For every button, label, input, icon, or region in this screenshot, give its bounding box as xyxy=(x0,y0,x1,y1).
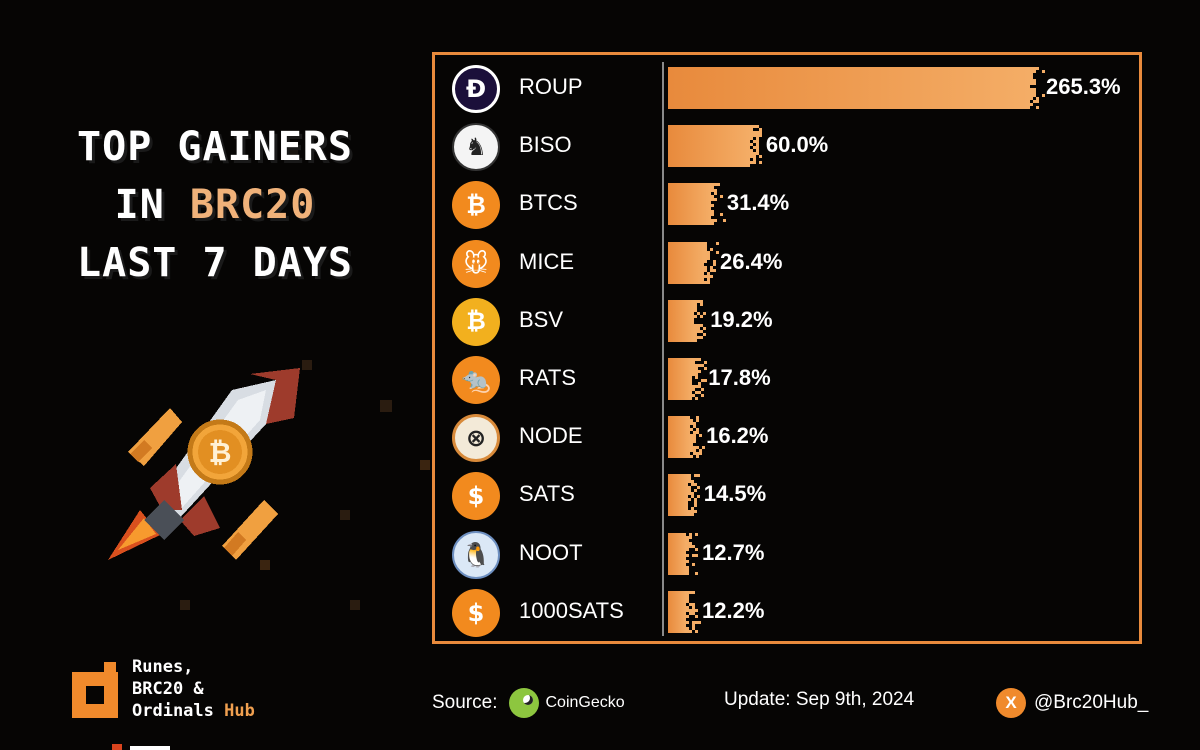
category-label: NOOT xyxy=(519,539,583,565)
bar xyxy=(668,125,750,168)
bar-pixel-edge xyxy=(690,416,706,459)
bar xyxy=(668,474,688,517)
bsv-icon: ₿ xyxy=(452,297,500,346)
bar-row: 🐧 NOOT 12.7% xyxy=(440,528,1140,580)
bar xyxy=(668,241,705,284)
bar-pixel-edge xyxy=(1030,67,1045,109)
chart-panel xyxy=(432,52,1142,644)
background-speck xyxy=(350,600,360,610)
handle-text: @Brc20Hub_ xyxy=(1034,692,1149,713)
data-label: 14.5% xyxy=(703,481,767,507)
background-speck xyxy=(302,360,312,370)
brand-logo-icon xyxy=(72,662,118,718)
bar-pixel-edge xyxy=(686,532,698,575)
background-speck xyxy=(380,400,392,412)
title-line-2-prefix: IN xyxy=(114,182,190,228)
bar-row: Ɖ ROUP 265.3% xyxy=(440,62,1140,114)
category-label: BISO xyxy=(519,132,572,158)
bar-row: $ SATS 14.5% xyxy=(440,469,1140,521)
source-credit: Source: CoinGecko xyxy=(432,688,625,718)
background-speck xyxy=(340,510,350,520)
category-label: 1000SATS xyxy=(519,597,624,623)
bar-row: 🐀 RATS 17.8% xyxy=(440,353,1140,405)
rocket-illustration: ₿ xyxy=(108,368,300,560)
biso-icon: ♞ xyxy=(452,123,500,172)
noot-icon: 🐧 xyxy=(452,530,500,579)
roup-icon: Ɖ xyxy=(452,65,500,113)
data-label: 12.7% xyxy=(702,539,765,565)
brand-line-2: BRC20 & xyxy=(132,679,204,699)
btcs-icon: ₿ xyxy=(452,181,500,230)
social-handle[interactable]: X @Brc20Hub_ xyxy=(996,688,1148,718)
data-label: 12.2% xyxy=(702,597,765,623)
source-name: CoinGecko xyxy=(545,694,625,711)
category-label: BSV xyxy=(519,306,564,332)
bar-row: ₿ BTCS 31.4% xyxy=(440,178,1140,230)
bar xyxy=(668,532,686,575)
title-line-3: LAST 7 DAYS xyxy=(77,240,353,286)
brand-line-3-accent: Hub xyxy=(224,701,255,721)
bar xyxy=(668,67,1030,109)
category-label: RATS xyxy=(519,365,577,390)
background-speck xyxy=(420,460,430,470)
update-date: Update: Sep 9th, 2024 xyxy=(724,689,915,710)
rats-icon: 🐀 xyxy=(452,356,500,404)
category-label: MICE xyxy=(519,248,574,274)
background-speck xyxy=(180,600,190,610)
data-label: 17.8% xyxy=(708,365,771,390)
brand-line-1: Runes, xyxy=(132,657,194,677)
x-logo-icon: X xyxy=(996,688,1026,718)
brand-cropped-logo xyxy=(112,744,170,750)
brand-line-3: Ordinals Hub xyxy=(132,700,255,722)
bar-row: ₿ BSV 19.2% xyxy=(440,295,1140,347)
category-label: ROUP xyxy=(519,74,583,99)
bar-pixel-edge xyxy=(692,358,708,400)
category-label: SATS xyxy=(519,481,575,507)
bar-row: ♞ BISO 60.0% xyxy=(440,120,1140,172)
bar xyxy=(668,358,693,400)
bar-pixel-edge xyxy=(749,125,762,165)
data-label: 60.0% xyxy=(765,132,829,158)
mice-icon: 🐭 xyxy=(452,239,500,288)
bar-row: ⊗ NODE 16.2% xyxy=(440,411,1140,463)
coingecko-icon xyxy=(509,688,540,718)
source-label: Source: xyxy=(432,692,498,713)
title-line-1: TOP GAINERS xyxy=(77,124,353,170)
category-label: BTCS xyxy=(519,190,578,216)
bar-pixel-edge xyxy=(710,183,726,226)
data-label: 265.3% xyxy=(1046,74,1121,99)
bar-pixel-edge xyxy=(704,241,720,284)
data-label: 26.4% xyxy=(720,248,783,274)
category-label: NODE xyxy=(519,423,583,449)
bar-row: $1000SATS 12.2% xyxy=(440,586,1140,638)
title-line-2: IN BRC20 xyxy=(20,176,410,234)
background-speck xyxy=(260,560,270,570)
data-label: 16.2% xyxy=(706,423,769,449)
sats-icon: $ xyxy=(452,472,500,521)
bar-pixel-edge xyxy=(687,474,700,517)
brand-line-3-prefix: Ordinals xyxy=(132,701,225,721)
title-accent-brc20: BRC20 xyxy=(189,182,316,228)
background-speck xyxy=(290,150,298,158)
bar xyxy=(668,590,686,633)
1000sats-icon: $ xyxy=(452,588,500,637)
bar-pixel-edge xyxy=(686,590,701,633)
data-label: 19.2% xyxy=(710,306,773,332)
bar xyxy=(668,299,695,342)
chart-title: TOP GAINERS IN BRC20 LAST 7 DAYS xyxy=(20,118,410,292)
brand-name: Runes, BRC20 & Ordinals Hub xyxy=(132,656,255,722)
bar-pixel-edge xyxy=(694,299,707,342)
bar-row: 🐭 MICE 26.4% xyxy=(440,237,1140,289)
bar xyxy=(668,416,691,459)
svg-text:₿: ₿ xyxy=(209,436,232,469)
data-label: 31.4% xyxy=(726,190,790,216)
node-icon: ⊗ xyxy=(452,414,500,463)
bar xyxy=(668,183,711,226)
chart-axis-divider xyxy=(662,62,664,636)
